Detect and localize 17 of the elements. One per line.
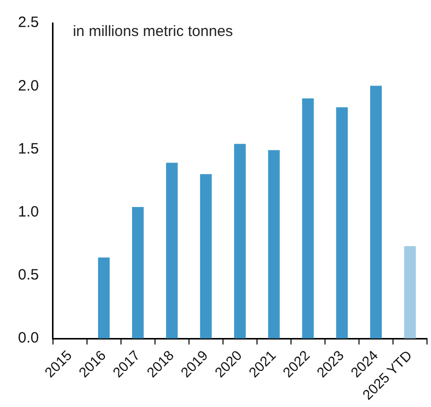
y-tick-label: 1.5 xyxy=(18,140,39,158)
bar xyxy=(302,98,314,338)
bar xyxy=(132,206,144,338)
bar xyxy=(268,150,280,338)
bar xyxy=(404,246,416,338)
bar xyxy=(98,257,110,338)
y-tick-label: 1.0 xyxy=(18,203,39,220)
bar xyxy=(200,174,212,338)
chart-subtitle: in millions metric tonnes xyxy=(72,23,233,40)
y-tick-label: 2.5 xyxy=(18,14,39,32)
bar xyxy=(336,107,348,338)
y-tick-label: 2.0 xyxy=(18,77,39,94)
bar xyxy=(234,144,246,338)
y-tick-label: 0.5 xyxy=(18,266,39,284)
bar xyxy=(370,86,382,338)
bar xyxy=(166,162,178,338)
y-tick-label: 0.0 xyxy=(18,330,39,347)
